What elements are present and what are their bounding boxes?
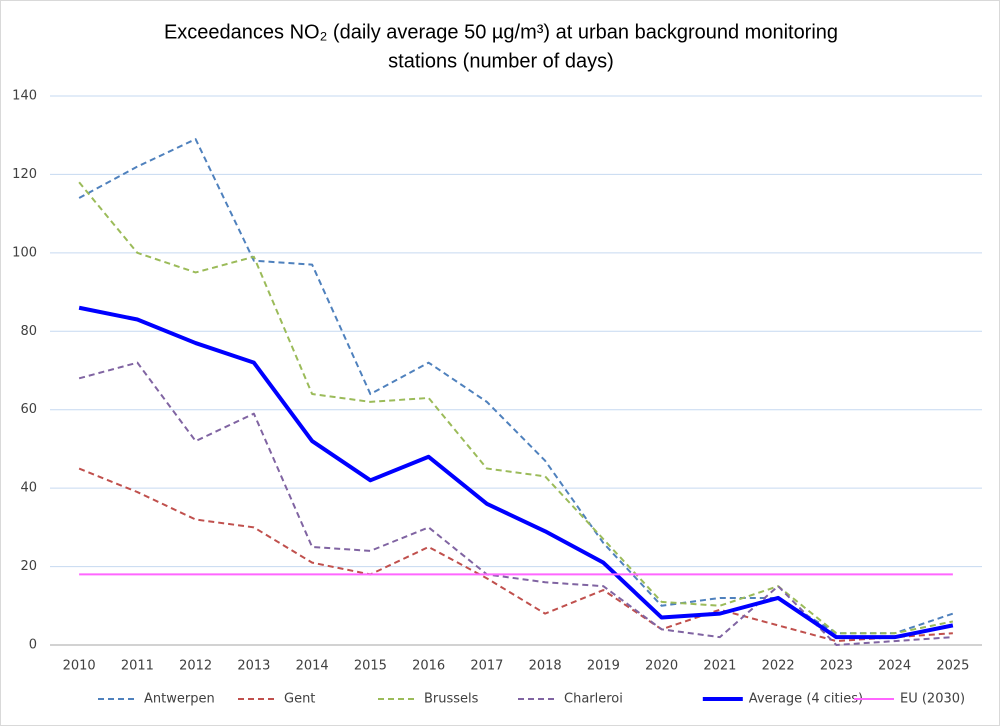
legend-label: Brussels [424,692,479,707]
x-tick-label: 2015 [354,659,387,674]
legend-label: Gent [284,692,315,707]
legend-label: Charleroi [564,692,623,707]
legend-label: EU (2030) [900,692,965,707]
legend-label: Antwerpen [144,692,215,707]
y-tick-label: 40 [20,481,37,496]
chart-title: stations (number of days) [388,50,614,72]
x-tick-label: 2014 [296,659,329,674]
x-tick-label: 2020 [645,659,678,674]
series-line [78,305,954,640]
y-tick-label: 60 [20,402,37,417]
x-tick-label: 2018 [529,659,562,674]
chart-title: Exceedances NO₂ (daily average 50 µg/m³)… [164,21,838,43]
y-tick-label: 140 [12,89,37,104]
x-tick-label: 2012 [179,659,212,674]
y-tick-label: 80 [20,324,37,339]
legend-label: Average (4 cities) [749,692,863,707]
y-tick-label: 120 [12,167,37,182]
y-tick-label: 100 [12,245,37,260]
x-tick-label: 2023 [820,659,853,674]
x-tick-label: 2010 [63,659,96,674]
series-line [78,181,954,635]
x-tick-label: 2022 [762,659,795,674]
x-tick-label: 2019 [587,659,620,674]
series-line [78,467,953,643]
x-tick-label: 2021 [703,659,736,674]
x-tick-label: 2025 [936,659,969,674]
series-line [78,138,954,635]
y-tick-label: 20 [20,559,37,574]
x-tick-label: 2016 [412,659,445,674]
x-tick-label: 2011 [121,659,154,674]
x-tick-label: 2024 [878,659,911,674]
y-tick-label: 0 [29,638,37,653]
x-tick-label: 2013 [237,659,270,674]
series-line [78,361,953,646]
x-tick-label: 2017 [470,659,503,674]
